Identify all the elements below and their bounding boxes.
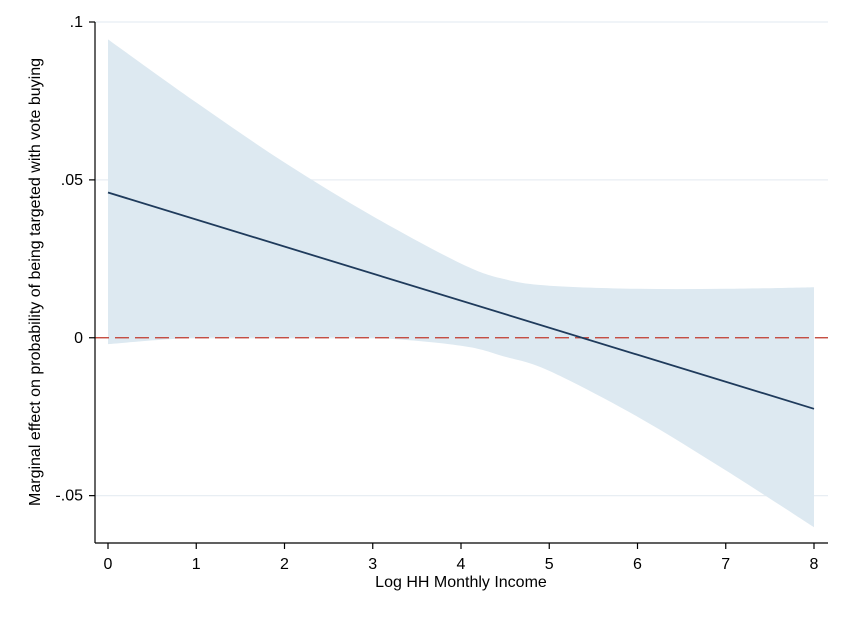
confidence-band-layer	[108, 39, 814, 528]
y-tick-label-1: 0	[74, 330, 83, 347]
x-tick-label-1: 1	[192, 556, 201, 573]
marginal-effect-line	[107, 191, 815, 410]
x-ticks: 0 1 2 3 4 5 6 7 8	[104, 543, 819, 573]
x-tick-label-7: 7	[721, 556, 730, 573]
x-axis-title: Log HH Monthly Income	[375, 574, 547, 591]
x-tick-label-0: 0	[104, 556, 113, 573]
y-axis-title: Marginal effect on probability of being …	[27, 58, 44, 506]
x-tick-label-6: 6	[633, 556, 642, 573]
x-tick-label-2: 2	[280, 556, 289, 573]
series-layer	[107, 191, 815, 410]
confidence-band	[108, 39, 814, 528]
y-ticks: -.05 0 .05 .1	[55, 14, 95, 505]
x-tick-label-3: 3	[368, 556, 377, 573]
x-tick-label-4: 4	[457, 556, 466, 573]
y-tick-label-2: .05	[61, 172, 83, 189]
y-tick-label-0: -.05	[55, 488, 83, 505]
x-tick-label-5: 5	[545, 556, 554, 573]
x-tick-label-8: 8	[810, 556, 819, 573]
y-tick-label-3: .1	[70, 14, 83, 31]
